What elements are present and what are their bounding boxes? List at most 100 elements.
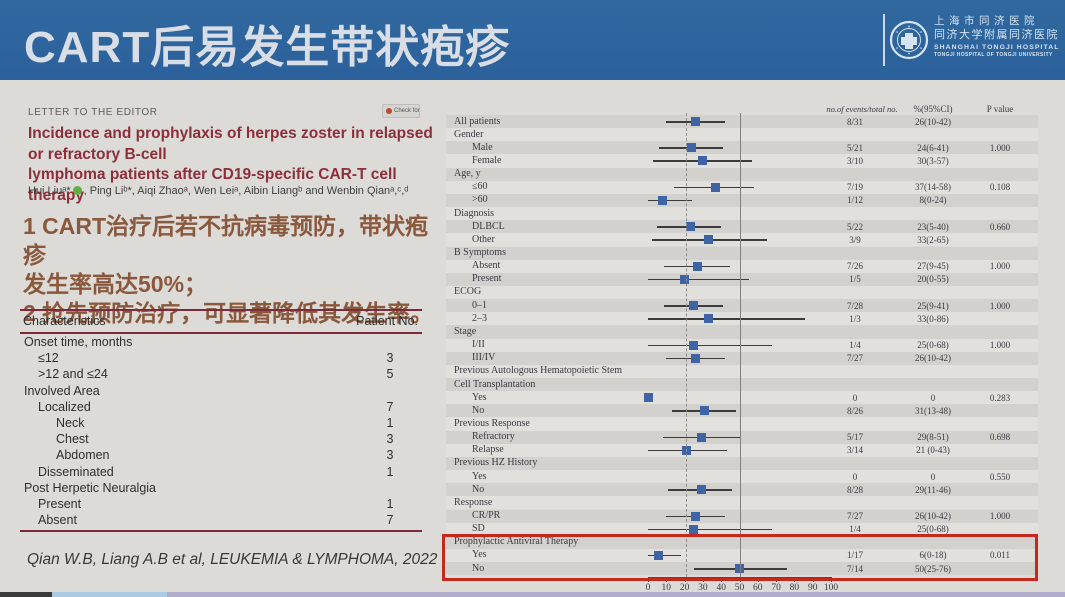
- forest-row-ci: 0: [930, 471, 936, 482]
- x-axis-tick-label: 40: [716, 583, 726, 593]
- table-row-label: Neck: [56, 416, 85, 430]
- table-row: Abdomen 3: [20, 448, 422, 464]
- forest-row-label: III/IV: [472, 352, 496, 364]
- x-axis-tick-label: 60: [753, 583, 763, 593]
- bottom-strip-purple: [167, 592, 1065, 597]
- check-for-updates-badge[interactable]: Check for: [382, 104, 420, 118]
- forest-row-pvalue: 0.108: [989, 182, 1011, 193]
- paper-kicker: LETTER TO THE EDITOR: [28, 107, 158, 118]
- forest-row-label: 0–1: [472, 299, 487, 311]
- forest-row-pvalue: 1.000: [989, 340, 1011, 351]
- point-estimate-marker: [696, 485, 706, 495]
- title-bar: CART后易发生带状疱疹 上海市同济医院 同济大学附属同济医院 SHANGHAI…: [0, 0, 1065, 80]
- forest-col-pvalue: P value: [986, 104, 1014, 114]
- forest-row-label: 2–3: [472, 312, 487, 324]
- forest-row-label: Cell Transplantation: [454, 378, 536, 390]
- table-row: Absent 7: [20, 513, 422, 529]
- forest-row-label: DLBCL: [472, 220, 505, 232]
- ref-line-solid: [739, 113, 741, 577]
- x-axis-tick-label: 100: [823, 583, 839, 593]
- forest-row-ci: 21 (0-43): [916, 445, 950, 456]
- forest-row-events: 8/28: [846, 484, 863, 495]
- point-estimate-marker: [698, 156, 708, 166]
- forest-row-label: CR/PR: [472, 510, 501, 521]
- forest-row-ci: 50(25-76): [915, 563, 951, 574]
- forest-row-ci: 20(0-55): [917, 274, 949, 285]
- point-estimate-marker: [691, 511, 701, 521]
- forest-row-events: 7/26: [846, 261, 863, 272]
- author-first: Hui Liuᵃ*: [28, 185, 71, 197]
- forest-row-pvalue: 0.283: [989, 392, 1011, 403]
- forest-row-events: 8/26: [846, 405, 863, 416]
- table-row-label: >12 and ≤24: [38, 367, 108, 382]
- forest-row: Prophylactic Antiviral Therapy: [446, 535, 1038, 549]
- orcid-icon: [72, 186, 82, 195]
- forest-row-label: ≤60: [472, 181, 488, 193]
- forest-row-pvalue: 0.698: [989, 432, 1011, 443]
- forest-row-ci: 8(0-24): [919, 195, 947, 206]
- authors-rest: , Ping Liᵇ*, Aiqi Zhaoᵃ, Wen Leiᵃ, Aibin…: [83, 185, 409, 197]
- table-row-value: 1: [386, 464, 394, 479]
- point-estimate-marker: [689, 524, 699, 534]
- point-estimate-marker: [700, 406, 710, 416]
- forest-row: Previous Response: [446, 417, 1038, 431]
- forest-row-label: Previous HZ History: [454, 457, 538, 469]
- point-estimate-marker: [658, 195, 668, 205]
- forest-row-events: 1/12: [846, 195, 863, 206]
- x-axis-tick-label: 30: [698, 583, 708, 593]
- point-estimate-marker: [703, 314, 713, 324]
- forest-row-ci: 33(0-86): [917, 313, 949, 324]
- key-point-line3: 2 抢先预防治疗，可显著降低其发生率。: [23, 300, 434, 326]
- forest-row-label: Other: [472, 233, 495, 245]
- forest-row: Male 5/21 24(6-41) 1.000: [446, 141, 1038, 155]
- table-rule-bottom: [20, 530, 422, 532]
- table-row-label: Absent: [38, 513, 77, 528]
- table-row-label: Onset time, months: [24, 335, 133, 349]
- paper-title-line2: lymphoma patients after CD19-specific CA…: [28, 166, 397, 204]
- forest-row-label: Yes: [472, 549, 487, 561]
- table-row: Chest 3: [20, 432, 422, 448]
- point-estimate-marker: [687, 143, 697, 153]
- point-estimate-marker: [643, 393, 653, 403]
- forest-row-ci: 6(0-18): [919, 550, 947, 561]
- forest-row-ci: 29(8-51): [917, 432, 949, 443]
- forest-row-ci: 30(3-57): [917, 155, 949, 166]
- forest-row: ECOG: [446, 285, 1038, 300]
- table-row: Neck 1: [20, 416, 422, 432]
- forest-row: >60 1/12 8(0-24): [446, 193, 1038, 208]
- forest-row-label: Previous Response: [454, 417, 530, 429]
- forest-row: Diagnosis: [446, 207, 1038, 221]
- table-row-label: ≤12: [38, 351, 59, 366]
- forest-row: 0–1 7/28 25(9-41) 1.000: [446, 299, 1038, 313]
- forest-row-events: 7/27: [846, 353, 863, 364]
- forest-row-events: 7/14: [846, 563, 863, 574]
- forest-row: No 8/26 31(13-48): [446, 404, 1038, 418]
- check-badge-label: Check for: [394, 108, 420, 114]
- table-row: Post Herpetic Neuralgia: [20, 481, 422, 497]
- ci-line: [648, 344, 773, 347]
- forest-row-events: 8/31: [846, 116, 863, 127]
- x-axis-tick-label: 50: [734, 583, 745, 593]
- forest-row: SD 1/4 25(0-68): [446, 522, 1038, 536]
- point-estimate-marker: [685, 222, 695, 232]
- forest-row: I/II 1/4 25(0-68) 1.000: [446, 338, 1038, 352]
- table-row-value: 3: [386, 432, 394, 447]
- forest-row-label: Age, y: [454, 168, 481, 180]
- forest-row-events: 0: [852, 392, 858, 403]
- forest-row-label: Absent: [472, 260, 501, 272]
- table-row: Localized 7: [20, 400, 422, 416]
- forest-row: III/IV 7/27 26(10-42): [446, 351, 1038, 365]
- forest-row: Relapse 3/14 21 (0-43): [446, 443, 1038, 457]
- forest-row-label: Diagnosis: [454, 207, 494, 219]
- paper-authors: Hui Liuᵃ* , Ping Liᵇ*, Aiqi Zhaoᵃ, Wen Le…: [28, 185, 440, 197]
- forest-row-label: Relapse: [472, 444, 504, 456]
- forest-row: DLBCL 5/22 23(5-40) 0.660: [446, 220, 1038, 234]
- forest-row-ci: 29(11-46): [915, 484, 951, 495]
- forest-row: Previous Autologous Hematopoietic Stem: [446, 364, 1038, 378]
- forest-col-ci: %(95%CI): [913, 104, 953, 114]
- table-row-label: Chest: [56, 432, 89, 447]
- forest-row-events: 3/14: [846, 445, 863, 456]
- table-row-label: Localized: [38, 399, 91, 414]
- forest-row: Gender: [446, 128, 1038, 142]
- table-rule-top: [20, 309, 422, 311]
